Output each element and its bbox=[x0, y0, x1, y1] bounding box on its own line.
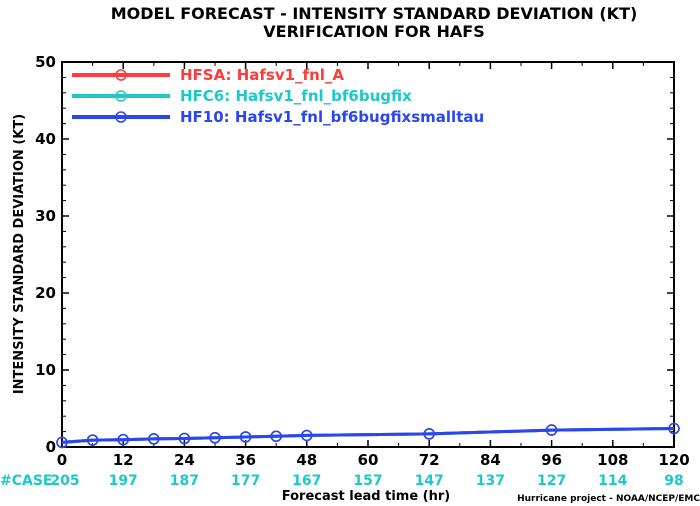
data-point bbox=[301, 429, 313, 442]
case-count: 177 bbox=[231, 473, 260, 489]
data-point bbox=[239, 431, 252, 443]
legend-item: HF10: Hafsv1_fnl_bf6bugfixsmalltau bbox=[72, 108, 484, 126]
x-tick-label: 108 bbox=[597, 451, 628, 469]
series-2 bbox=[56, 422, 680, 449]
legend-item: HFC6: Hafsv1_fnl_bf6bugfix bbox=[72, 87, 412, 105]
data-point bbox=[545, 424, 558, 436]
x-tick-label: 120 bbox=[658, 451, 689, 469]
data-point bbox=[423, 428, 435, 440]
data-point bbox=[209, 432, 221, 444]
case-count: 205 bbox=[50, 473, 79, 489]
case-count: 197 bbox=[109, 473, 138, 489]
y-tick-label: 10 bbox=[35, 361, 56, 379]
x-axis: 0 12 24 36 48 60 72 84 96 108 120 bbox=[57, 62, 690, 469]
legend-label: HFC6: Hafsv1_fnl_bf6bugfix bbox=[180, 87, 412, 105]
case-count: 167 bbox=[292, 473, 321, 489]
y-tick-label: 30 bbox=[35, 207, 56, 225]
legend-label: HF10: Hafsv1_fnl_bf6bugfixsmalltau bbox=[180, 108, 484, 126]
case-counts: 205 197 187 177 167 157 147 137 127 114 98 bbox=[50, 473, 683, 489]
case-count: 187 bbox=[170, 473, 199, 489]
x-tick-label: 24 bbox=[174, 451, 195, 469]
chart-title: MODEL FORECAST - INTENSITY STANDARD DEVI… bbox=[111, 4, 638, 23]
case-count: 114 bbox=[598, 473, 627, 489]
case-label: #CASE bbox=[0, 473, 53, 489]
case-count: 147 bbox=[415, 473, 444, 489]
data-point bbox=[86, 434, 99, 446]
legend: HFSA: Hafsv1_fnl_A HFC6: Hafsv1_fnl_bf6bu… bbox=[72, 66, 484, 126]
y-tick-label: 0 bbox=[46, 438, 56, 456]
y-axis: 0 10 20 30 40 50 bbox=[35, 53, 674, 456]
data-point bbox=[270, 430, 282, 442]
x-tick-label: 96 bbox=[541, 451, 562, 469]
data-point bbox=[56, 436, 68, 449]
case-count: 127 bbox=[537, 473, 566, 489]
credit-text: Hurricane project - NOAA/NCEP/EMC bbox=[517, 494, 700, 504]
x-tick-label: 12 bbox=[113, 451, 134, 469]
legend-marker bbox=[115, 69, 127, 81]
x-tick-label: 48 bbox=[296, 451, 317, 469]
x-tick-label: 36 bbox=[235, 451, 256, 469]
x-tick-label: 60 bbox=[358, 451, 379, 469]
case-count: 157 bbox=[353, 473, 382, 489]
y-axis-label: INTENSITY STANDARD DEVIATION (KT) bbox=[12, 114, 27, 394]
legend-marker bbox=[115, 111, 127, 123]
x-tick-label: 84 bbox=[480, 451, 501, 469]
y-tick-label: 50 bbox=[35, 53, 56, 71]
series-layer bbox=[56, 422, 680, 449]
case-count: 98 bbox=[664, 473, 683, 489]
legend-marker bbox=[115, 90, 127, 102]
x-axis-label: Forecast lead time (hr) bbox=[282, 489, 450, 504]
data-point bbox=[117, 433, 129, 446]
data-point bbox=[148, 433, 160, 445]
legend-label: HFSA: Hafsv1_fnl_A bbox=[180, 66, 344, 84]
legend-item: HFSA: Hafsv1_fnl_A bbox=[72, 66, 344, 84]
x-tick-label: 72 bbox=[419, 451, 440, 469]
data-point bbox=[178, 432, 191, 445]
data-point bbox=[668, 422, 680, 435]
chart-subtitle: VERIFICATION FOR HAFS bbox=[263, 22, 484, 41]
x-tick-label: 0 bbox=[57, 451, 67, 469]
y-tick-label: 40 bbox=[35, 130, 56, 148]
y-tick-label: 20 bbox=[35, 284, 56, 302]
case-count: 137 bbox=[476, 473, 505, 489]
